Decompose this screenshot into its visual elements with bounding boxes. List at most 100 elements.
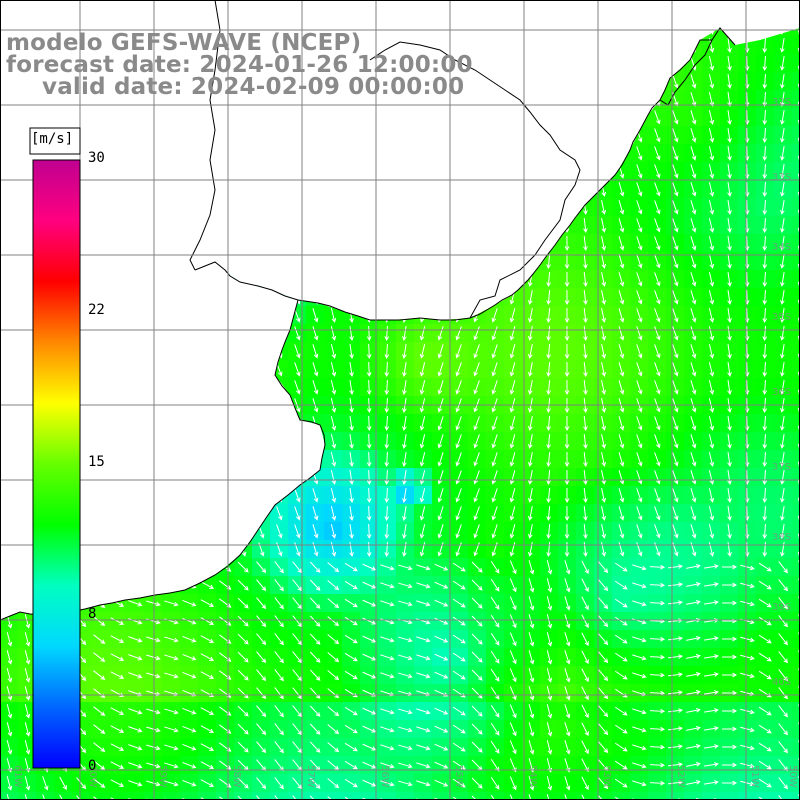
wind-arrow — [708, 344, 715, 359]
field-cell — [792, 90, 800, 108]
wind-arrow — [708, 146, 715, 161]
lat-label: 36S — [772, 387, 791, 398]
field-cell — [792, 342, 800, 360]
wind-arrow — [294, 326, 301, 341]
wind-arrow — [601, 326, 607, 341]
wind-arrow — [636, 236, 643, 251]
wind-arrow — [654, 110, 661, 125]
field-cell — [396, 792, 414, 800]
field-cell — [792, 324, 800, 342]
lat-label: 38S — [772, 532, 791, 543]
wind-arrow — [780, 272, 785, 287]
wind-arrow — [762, 37, 768, 54]
lat-label: 37S — [772, 462, 791, 473]
field-cell — [666, 792, 684, 800]
wind-arrow — [654, 308, 661, 323]
field-cell — [738, 792, 756, 800]
wind-arrow — [780, 56, 785, 71]
wind-arrow — [601, 290, 607, 305]
wind-arrow — [455, 326, 462, 341]
wind-arrow — [762, 163, 768, 180]
wind-arrow — [690, 164, 697, 179]
wind-arrow — [708, 290, 715, 305]
wind-arrow — [601, 218, 607, 233]
title-valid-date: valid date: 2024-02-09 00:00:00 — [42, 74, 465, 100]
wind-arrow — [780, 254, 785, 269]
field-cell — [792, 108, 800, 126]
wind-arrow — [437, 344, 444, 359]
wind-arrow — [636, 182, 643, 197]
wind-arrow — [708, 236, 715, 251]
wind-arrow — [780, 164, 785, 179]
wind-arrow — [780, 200, 785, 215]
wind-arrow — [780, 218, 785, 233]
wind-arrow — [762, 55, 768, 72]
wind-arrow — [708, 218, 715, 233]
field-cell — [792, 180, 800, 198]
field-cell — [792, 360, 800, 378]
wind-arrow — [636, 272, 643, 287]
wind-arrow — [727, 37, 732, 53]
wind-arrow — [672, 128, 679, 143]
wind-arrow — [583, 235, 588, 251]
field-cell — [792, 450, 800, 468]
field-cell — [558, 792, 576, 800]
wind-arrow — [727, 109, 732, 125]
wind-arrow — [618, 254, 625, 269]
wind-arrow — [654, 128, 661, 143]
lon-label: 53W — [601, 765, 612, 788]
wind-arrow — [384, 325, 390, 342]
wind-arrow — [564, 325, 570, 342]
wind-arrow — [654, 290, 661, 305]
field-cell — [792, 594, 800, 612]
wind-arrow — [727, 289, 732, 305]
wind-arrow — [672, 182, 679, 197]
wind-arrow — [601, 272, 607, 287]
lat-label: 39S — [772, 602, 791, 613]
wind-arrow — [762, 127, 768, 144]
field-cell — [72, 792, 90, 800]
wind-arrow — [654, 326, 661, 341]
lat-label: 32S — [772, 97, 791, 108]
field-cell — [792, 612, 800, 630]
wind-arrow — [455, 344, 462, 359]
field-cell — [18, 792, 36, 800]
wind-arrow — [672, 110, 679, 125]
field-cell — [36, 792, 54, 800]
wind-arrow — [473, 344, 480, 359]
wind-arrow — [509, 308, 516, 323]
wind-arrow — [583, 289, 588, 305]
wind-arrow — [727, 271, 732, 287]
wind-arrow — [780, 74, 785, 89]
wind-arrow — [708, 272, 715, 287]
field-cell — [720, 792, 738, 800]
field-cell — [792, 486, 800, 504]
wind-arrow — [727, 235, 732, 251]
field-cell — [360, 792, 378, 800]
wind-arrow — [708, 128, 715, 143]
field-cell — [792, 738, 800, 756]
field-cell — [270, 792, 288, 800]
field-cell — [450, 792, 468, 800]
field-cell — [612, 792, 630, 800]
field-cell — [792, 504, 800, 522]
wind-arrow — [708, 92, 715, 107]
field-cell — [252, 792, 270, 800]
wind-arrow — [527, 326, 533, 341]
field-cell — [144, 792, 162, 800]
wind-arrow — [672, 146, 679, 161]
lon-label: 57W — [305, 765, 316, 788]
wind-arrow — [636, 344, 643, 359]
field-cell — [630, 792, 648, 800]
wind-arrow — [546, 253, 551, 270]
field-cell — [792, 414, 800, 432]
wind-arrow — [564, 289, 570, 306]
colorbar-tick-8: 8 — [88, 606, 97, 622]
wind-arrow — [672, 254, 679, 269]
wind-arrow — [690, 236, 697, 251]
wind-arrow — [564, 307, 570, 324]
field-cell — [792, 432, 800, 450]
wind-arrow — [727, 73, 732, 89]
field-cell — [792, 648, 800, 666]
wind-arrow — [690, 254, 697, 269]
